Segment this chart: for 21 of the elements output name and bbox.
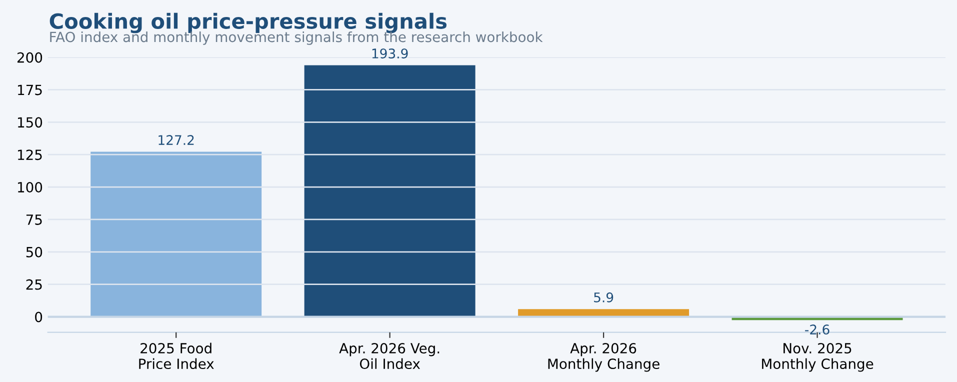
data-label: 193.9 xyxy=(372,48,408,58)
y-tick-label: 25 xyxy=(26,279,42,290)
y-tick-label: 200 xyxy=(17,52,42,63)
bar xyxy=(90,152,262,317)
y-tick-label: 0 xyxy=(35,312,42,322)
x-tick-label: Apr. 2026 Monthly Change xyxy=(548,343,660,372)
data-label: 5.9 xyxy=(594,292,614,302)
data-label: 127.2 xyxy=(158,135,194,145)
chart-subtitle: FAO index and monthly movement signals from the research workbook xyxy=(50,31,543,45)
y-tick-label: 50 xyxy=(26,246,42,258)
y-tick-label: 175 xyxy=(18,84,42,96)
x-tick-label: 2025 Food Price Index xyxy=(139,342,214,370)
y-tick-label: 75 xyxy=(26,214,42,225)
x-tick-label: Apr. 2026 Veg. Oil Index xyxy=(339,343,440,370)
y-tick-label: 150 xyxy=(18,117,42,128)
y-tick-label: 100 xyxy=(18,182,42,193)
x-tick-label: Nov. 2025 Monthly Change xyxy=(762,343,874,372)
data-label: -2.6 xyxy=(805,324,830,335)
chart-title: Cooking oil price-pressure signals xyxy=(50,12,447,34)
y-tick-label: 125 xyxy=(18,150,42,160)
bar xyxy=(304,65,476,317)
